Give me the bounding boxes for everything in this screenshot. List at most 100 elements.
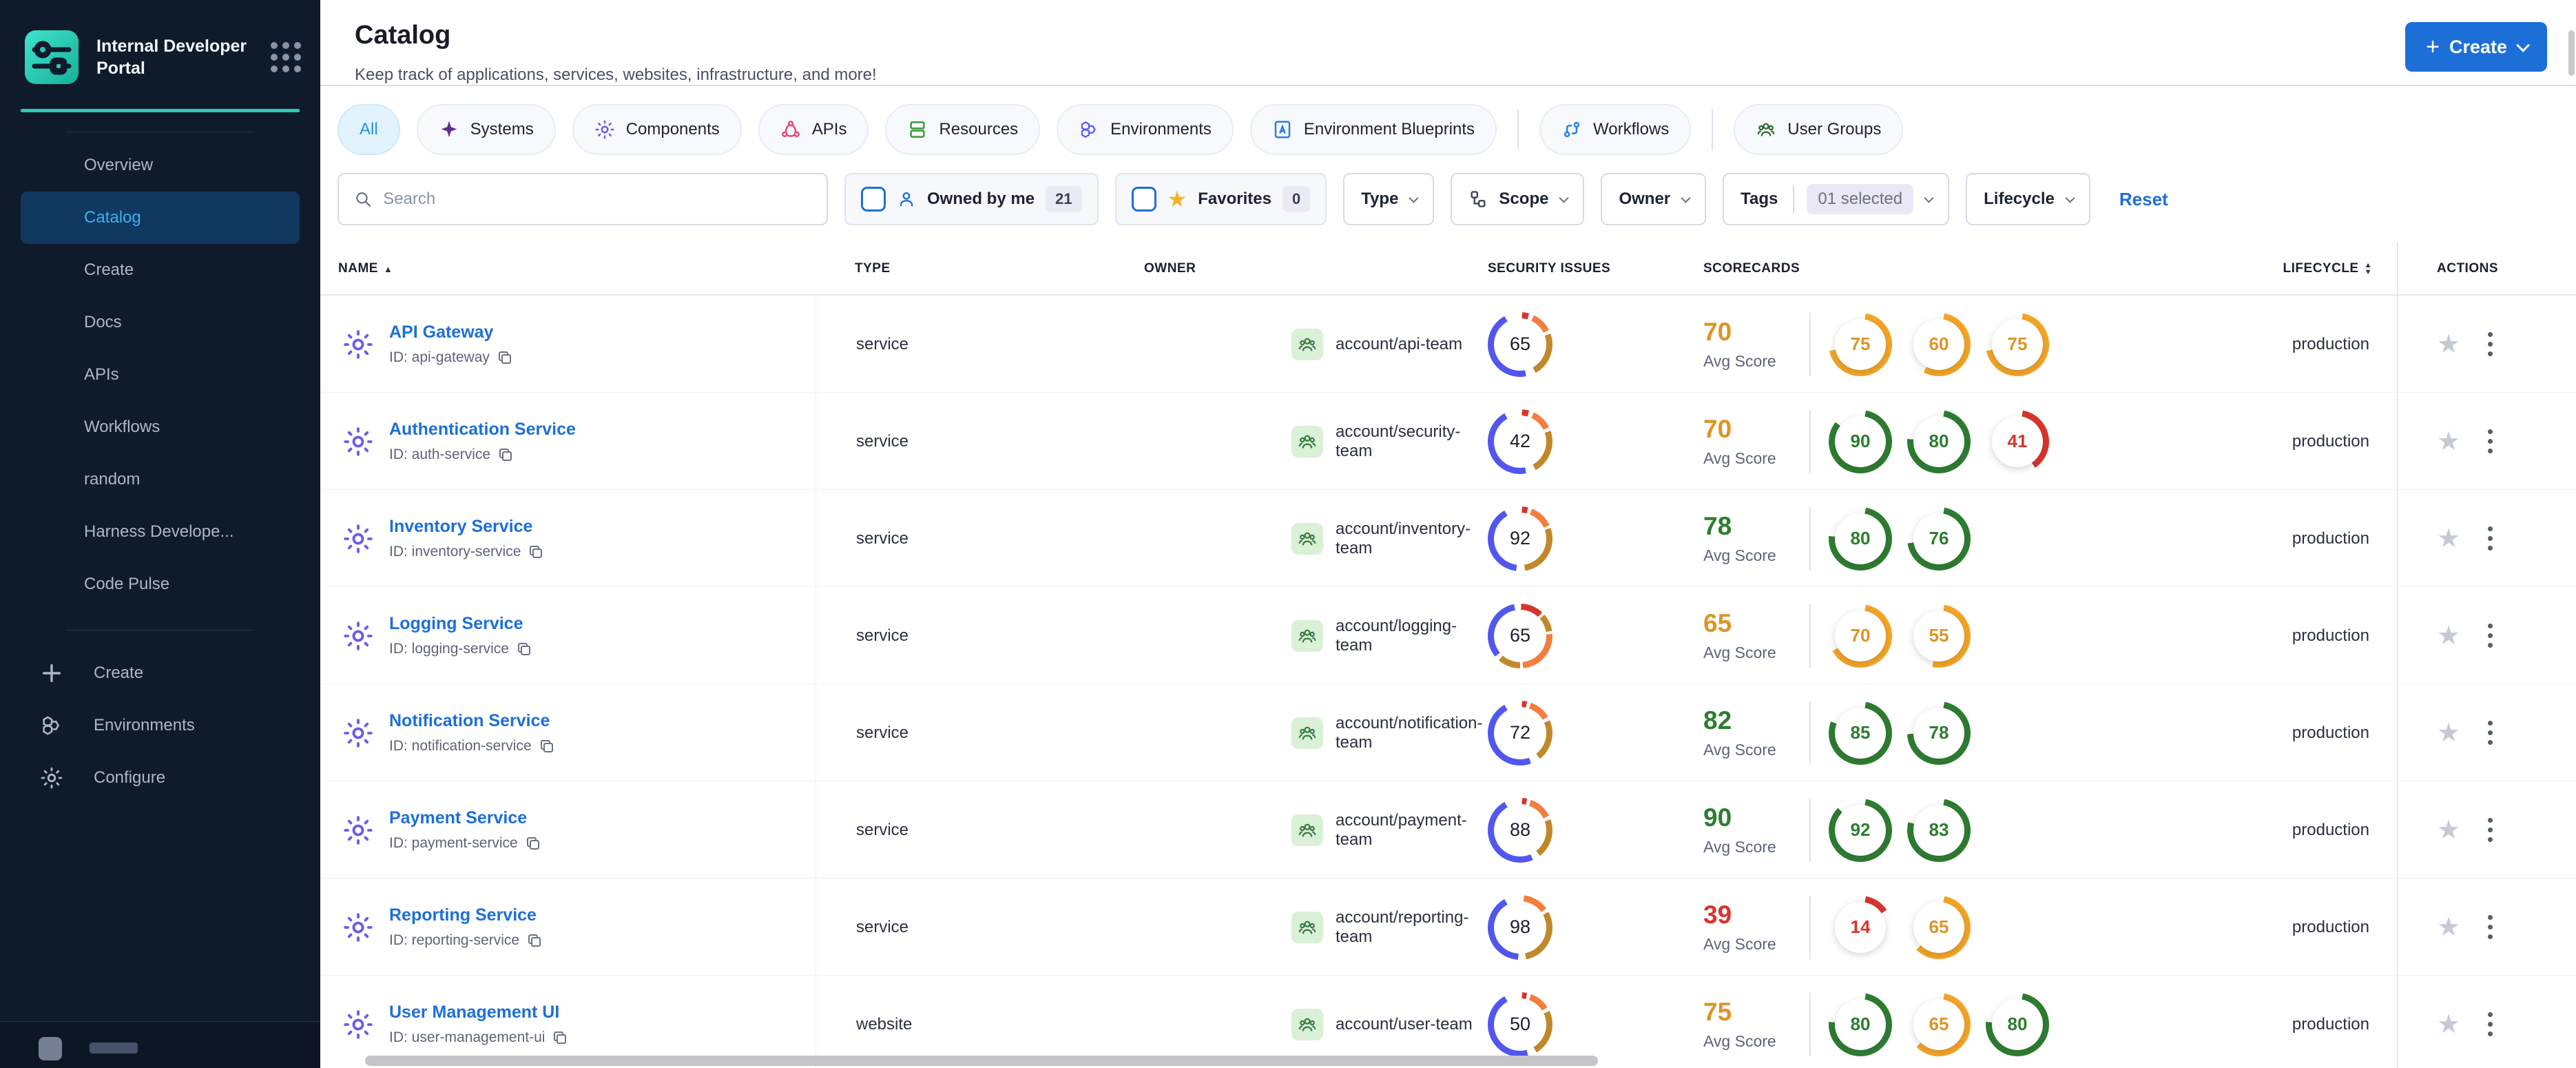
kebab-menu-icon[interactable]: [2484, 814, 2497, 846]
sidebar-item-random[interactable]: random: [84, 470, 141, 489]
scope-dropdown[interactable]: Scope: [1451, 173, 1585, 225]
owner-group-icon: [1291, 814, 1323, 846]
copy-icon[interactable]: [526, 932, 543, 949]
kebab-menu-icon[interactable]: [2484, 425, 2497, 458]
copy-icon[interactable]: [525, 835, 541, 852]
sidebar-item-code-pulse[interactable]: Code Pulse: [84, 575, 170, 593]
chevron-down-icon: [1924, 193, 1934, 203]
create-button[interactable]: + Create: [2405, 22, 2547, 72]
security-issues-donut: 88: [1488, 797, 1552, 863]
owner-dropdown[interactable]: Owner: [1601, 173, 1707, 225]
sidebar-item-docs[interactable]: Docs: [84, 313, 122, 331]
entity-link[interactable]: API Gateway: [389, 322, 494, 342]
sidebar-bottom-item-configure[interactable]: Configure: [0, 752, 320, 804]
scorecard-ring: 85: [1829, 701, 1892, 765]
vertical-scrollbar[interactable]: [2568, 30, 2575, 76]
name-cell: User Management UI ID: user-management-u…: [320, 976, 816, 1068]
favorite-star-icon[interactable]: ★: [2437, 621, 2461, 650]
favorite-star-icon[interactable]: ★: [2437, 329, 2461, 359]
scorecard-ring: 41: [1986, 409, 2049, 473]
scorecard-ring: 55: [1907, 604, 1971, 668]
avg-score-value: 65: [1703, 609, 1732, 637]
sidebar-item-overview[interactable]: Overview: [84, 156, 154, 174]
reset-filters-link[interactable]: Reset: [2119, 188, 2168, 209]
kebab-menu-icon[interactable]: [2484, 1008, 2497, 1040]
divider: [1809, 409, 1811, 473]
help-icon[interactable]: [39, 1037, 62, 1060]
copy-icon[interactable]: [539, 738, 555, 754]
avg-score-value: 70: [1703, 415, 1732, 443]
tab-environments[interactable]: Environments: [1057, 104, 1234, 155]
tab-workflows[interactable]: Workflows: [1539, 104, 1692, 155]
type-dropdown[interactable]: Type: [1343, 173, 1435, 225]
kebab-menu-icon[interactable]: [2484, 717, 2497, 749]
tab-systems[interactable]: Systems: [416, 104, 556, 155]
copy-icon[interactable]: [497, 349, 513, 366]
star-icon: ★: [1167, 187, 1187, 212]
type-cell: service: [856, 626, 909, 645]
copy-icon[interactable]: [552, 1029, 568, 1046]
copy-icon[interactable]: [497, 446, 514, 463]
entity-link[interactable]: Payment Service: [389, 808, 528, 828]
tags-dropdown[interactable]: Tags 01 selected: [1723, 173, 1950, 225]
app-switcher-icon[interactable]: [271, 42, 301, 72]
kebab-menu-icon[interactable]: [2484, 328, 2497, 360]
entity-link[interactable]: Notification Service: [389, 711, 550, 730]
scorecard-ring: 14: [1829, 895, 1892, 959]
favorites-filter[interactable]: ★ Favorites 0: [1114, 173, 1327, 225]
scorecard-rings: 75 60 75: [1829, 312, 2049, 376]
workflow-icon: [1564, 121, 1580, 138]
copy-icon[interactable]: [516, 641, 532, 657]
kebab-menu-icon[interactable]: [2484, 522, 2497, 555]
sidebar-item-workflows[interactable]: Workflows: [84, 418, 160, 436]
sidebar-item-create[interactable]: Create: [84, 260, 134, 279]
favorite-star-icon[interactable]: ★: [2437, 524, 2461, 553]
sidebar-item-harness-develope-[interactable]: Harness Develope...: [84, 522, 234, 541]
owned-by-me-checkbox[interactable]: [861, 187, 886, 212]
avg-score-block: 65 Avg Score: [1703, 609, 1807, 662]
sidebar-item-apis[interactable]: APIs: [84, 365, 119, 384]
entity-link[interactable]: Reporting Service: [389, 905, 537, 925]
owner-group-icon: [1291, 328, 1323, 360]
kebab-menu-icon[interactable]: [2484, 911, 2497, 943]
sidebar-item-catalog[interactable]: Catalog: [21, 192, 300, 244]
tab-components[interactable]: Components: [572, 104, 742, 155]
favorite-star-icon[interactable]: ★: [2437, 912, 2461, 942]
horizontal-scrollbar[interactable]: [365, 1056, 1598, 1066]
scorecard-rings: 80 65 80: [1829, 992, 2049, 1056]
entity-link[interactable]: Authentication Service: [389, 420, 576, 439]
search-box[interactable]: [337, 173, 828, 225]
owner-group-icon: [1291, 522, 1323, 555]
favorite-star-icon[interactable]: ★: [2437, 815, 2461, 845]
tab-all[interactable]: All: [337, 104, 400, 155]
favorite-star-icon[interactable]: ★: [2437, 718, 2461, 748]
lifecycle-dropdown[interactable]: Lifecycle: [1966, 173, 2090, 225]
kebab-menu-icon[interactable]: [2484, 619, 2497, 652]
column-header-name[interactable]: NAME ▲: [338, 261, 393, 276]
sidebar-bottom-item-environments[interactable]: Environments: [0, 699, 320, 752]
name-cell: Logging Service ID: logging-service: [320, 587, 816, 684]
apis-icon: [781, 121, 800, 137]
entity-link[interactable]: Inventory Service: [389, 517, 533, 536]
tab-environment-blueprints[interactable]: Environment Blueprints: [1249, 104, 1497, 155]
tab-apis[interactable]: APIs: [758, 104, 869, 155]
scorecard-ring: 75: [1829, 312, 1892, 376]
favorite-star-icon[interactable]: ★: [2437, 1009, 2461, 1039]
favorite-star-icon[interactable]: ★: [2437, 427, 2461, 456]
scorecard-rings: 80 76: [1829, 506, 1971, 571]
search-input[interactable]: [383, 189, 811, 209]
favorites-checkbox[interactable]: [1131, 187, 1156, 212]
avg-score-label: Avg Score: [1703, 352, 1776, 370]
scorecards-cell: 82 Avg Score 85 78: [1691, 701, 2280, 765]
owned-by-me-filter[interactable]: Owned by me 21: [844, 173, 1099, 225]
sidebar-bottom-item-create[interactable]: Create: [0, 647, 320, 699]
entity-link[interactable]: User Management UI: [389, 1003, 560, 1022]
column-header-lifecycle[interactable]: LIFECYCLE ▲ ▼: [2283, 261, 2372, 276]
tab-user-groups[interactable]: User Groups: [1734, 104, 1904, 155]
scorecards-cell: 65 Avg Score 70 55: [1691, 604, 2280, 668]
entity-link[interactable]: Logging Service: [389, 614, 523, 633]
gear-icon: [344, 912, 373, 942]
tab-resources[interactable]: Resources: [885, 104, 1041, 155]
lifecycle-cell: production: [2292, 626, 2369, 645]
copy-icon[interactable]: [528, 544, 544, 560]
